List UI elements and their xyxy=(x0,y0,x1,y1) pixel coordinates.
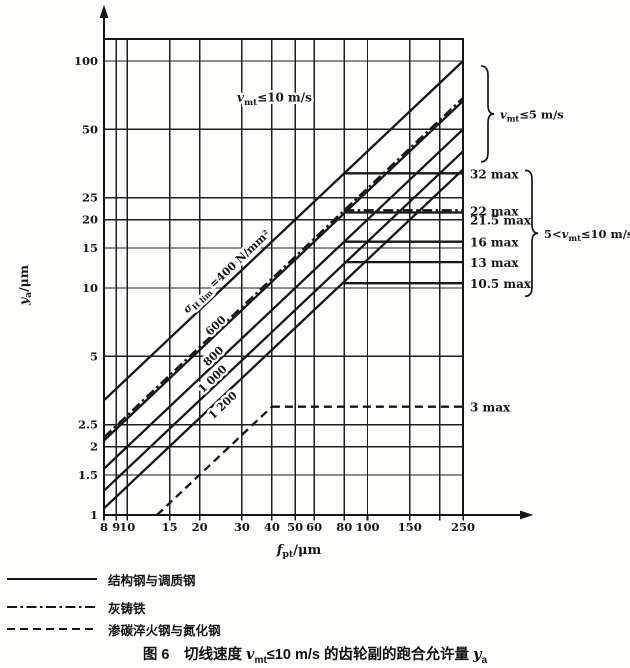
x-tick-label-150: 150 xyxy=(398,520,422,534)
series-case-hardened-nitrided-line xyxy=(156,405,273,516)
x-tick-label-9: 9 xyxy=(112,520,120,534)
y-tick-label-1.5: 1.5 xyxy=(78,468,98,482)
y-tick-label-50: 50 xyxy=(82,122,98,136)
x-tick-label-20: 20 xyxy=(192,520,208,534)
series-sigma-400-line xyxy=(103,60,464,402)
x-tick-label-60: 60 xyxy=(306,520,322,534)
cap-label-3: 3 max xyxy=(470,401,511,415)
legend-label-grey-cast-iron: 灰铸铁 xyxy=(108,601,146,616)
speed-label-vmt-10: vmt≤10 m/s xyxy=(237,91,312,108)
caption-part: 图 6 切线速度 xyxy=(142,647,247,663)
legend-sample-solid xyxy=(7,578,97,580)
y-tick-label-20: 20 xyxy=(82,213,98,227)
y-axis-title: ya/μm xyxy=(16,265,34,306)
legend-item-case-hardened-nitrided-steel: 渗碳淬火钢与氮化钢 xyxy=(6,619,426,639)
legend-item-structural-quenched-steel: 结构钢与调质钢 xyxy=(6,569,426,589)
series-sigma-800-line xyxy=(103,128,464,470)
figure-caption: 图 6 切线速度 vmt≤10 m/s 的齿轮副的跑合允许量 ya xyxy=(0,643,630,666)
y-tick-label-25: 25 xyxy=(82,191,98,205)
brace-1 xyxy=(524,169,539,298)
cap-label-22: 22 max xyxy=(470,204,519,218)
caption-part: mt xyxy=(254,654,267,666)
x-tick-label-250: 250 xyxy=(451,520,475,534)
y-tick-label-15: 15 xyxy=(82,241,98,255)
legend-item-grey-cast-iron: 灰铸铁 xyxy=(6,597,426,617)
caption-part: ≤10 m/s 的齿轮副的跑合允许量 xyxy=(266,647,474,663)
brace-label-1: 5<vmt≤10 m/s xyxy=(544,227,630,243)
series-grey-cast-iron-line xyxy=(103,97,464,439)
series-sigma-1000-line xyxy=(103,150,464,492)
cap-label-13: 13 max xyxy=(470,256,519,270)
x-tick-label-100: 100 xyxy=(355,520,379,534)
y-tick-label-2: 2 xyxy=(90,440,98,454)
series-sigma-600-label: 600 xyxy=(203,313,229,338)
series-sigma-600-line xyxy=(103,100,464,442)
brace-0 xyxy=(480,65,495,163)
legend-label-case-hardened-nitrided-steel: 渗碳淬火钢与氮化钢 xyxy=(108,623,221,638)
x-tick-label-15: 15 xyxy=(162,520,178,534)
y-tick-label-10: 10 xyxy=(82,281,98,295)
y-tick-label-5: 5 xyxy=(90,349,98,363)
legend: 结构钢与调质钢 灰铸铁渗碳淬火钢与氮化钢 xyxy=(6,569,426,641)
caption-part: y xyxy=(473,646,482,663)
legend-sample-dashed xyxy=(7,628,97,630)
brace-label-0: vmt≤5 m/s xyxy=(500,107,564,123)
legend-sample-dashdot xyxy=(7,606,97,608)
x-tick-label-30: 30 xyxy=(234,520,250,534)
x-tick-label-40: 40 xyxy=(264,520,280,534)
cap-label-10-5: 10.5 max xyxy=(470,277,532,291)
y-axis-arrow xyxy=(99,5,109,18)
cap-label-16: 16 max xyxy=(470,236,519,250)
series xyxy=(103,60,464,516)
caption-part: v xyxy=(246,646,255,663)
x-axis-arrow xyxy=(520,510,533,520)
cap-label-21-5: 21.5 max xyxy=(470,214,532,228)
x-axis-title: fpt/μm xyxy=(276,543,322,560)
y-tick-label-1: 1 xyxy=(90,508,98,522)
series-sigma-400-label: σH lim =400 N/mm² xyxy=(180,227,274,317)
y-tick-label-100: 100 xyxy=(74,54,98,68)
series-sigma-1200-label: 1 200 xyxy=(206,389,240,422)
series-sigma-1200-line xyxy=(103,168,464,510)
caption-part: a xyxy=(481,654,488,666)
cap-label-32: 32 max xyxy=(470,167,519,181)
x-tick-label-80: 80 xyxy=(336,520,352,534)
x-tick-label-50: 50 xyxy=(287,520,303,534)
x-ticks xyxy=(103,515,464,521)
y-tick-label-2.5: 2.5 xyxy=(78,418,98,432)
x-tick-label-10: 10 xyxy=(119,520,135,534)
legend-label-structural-quenched-steel: 结构钢与调质钢 xyxy=(108,573,196,588)
x-tick-label-8: 8 xyxy=(100,520,108,534)
